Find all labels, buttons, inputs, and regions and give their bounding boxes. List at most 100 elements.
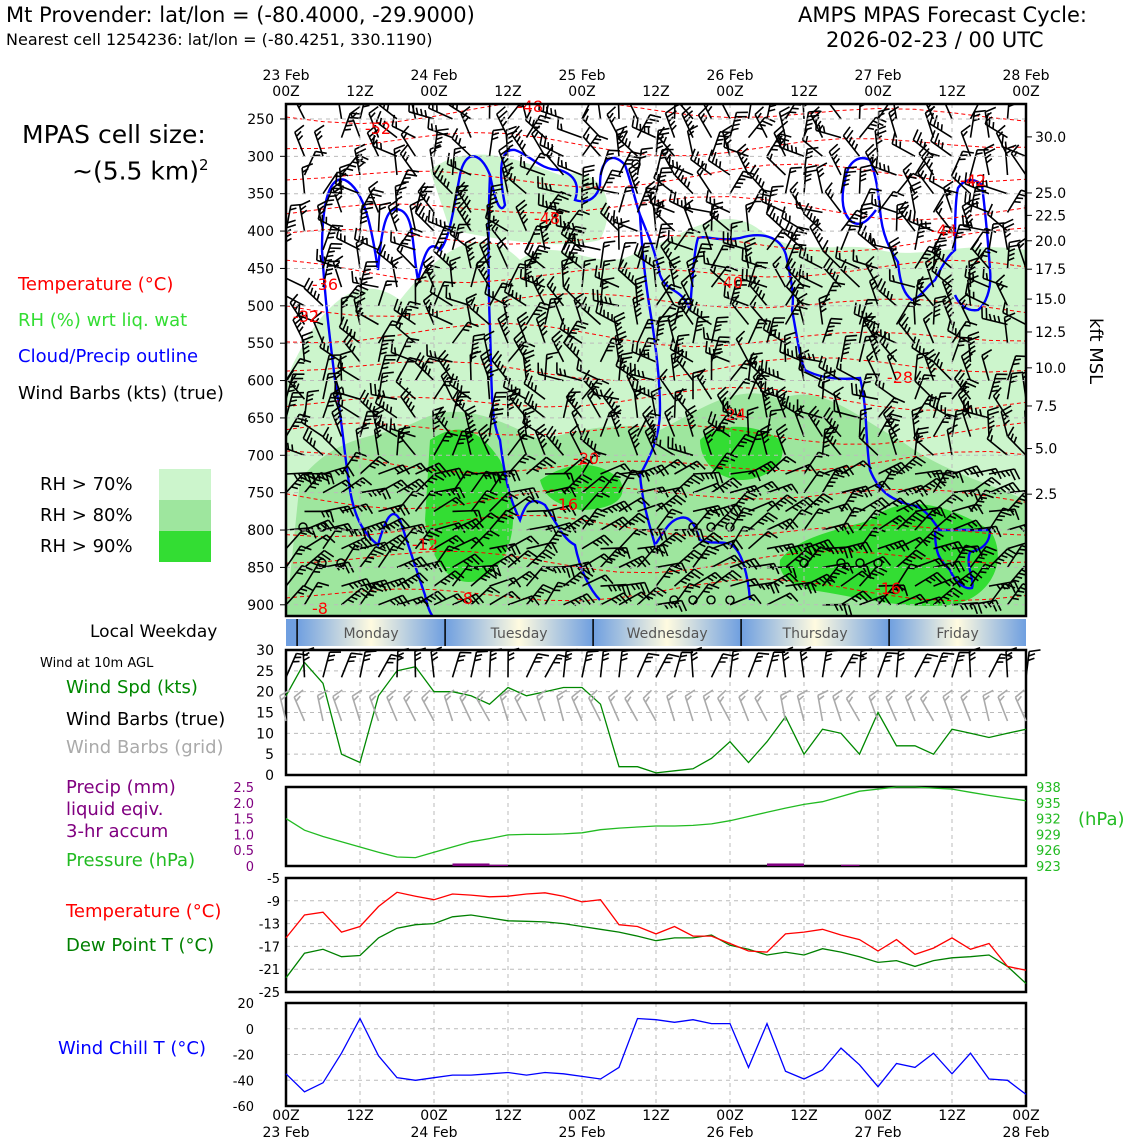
weekday-segment xyxy=(741,619,890,646)
wind-barb-true xyxy=(821,649,838,678)
wind-barb xyxy=(822,603,853,616)
wind-barb xyxy=(729,594,762,606)
wind-barb xyxy=(729,279,749,307)
wind-barb xyxy=(636,547,666,568)
wind-barb xyxy=(840,166,857,194)
wind-barb xyxy=(507,104,528,120)
wind-barb-true xyxy=(562,648,578,678)
wind-barb-grid xyxy=(817,689,829,722)
wind-barb xyxy=(592,288,620,307)
temperature-contour-label: -16 xyxy=(552,495,578,514)
wind-barb xyxy=(488,509,518,531)
wind-barb xyxy=(667,436,694,457)
wind-barb xyxy=(378,479,410,494)
wind-barb xyxy=(657,126,676,157)
wind-barb xyxy=(417,182,435,213)
wind-barb xyxy=(579,428,602,456)
wind-barb xyxy=(729,220,743,250)
wind-barb-true xyxy=(507,647,520,678)
pressure-tick-label: 550 xyxy=(247,336,274,352)
wind-barb xyxy=(775,386,788,419)
temperature-contour-label: -32 xyxy=(293,307,319,326)
wind-barb xyxy=(581,164,595,194)
wind-barb xyxy=(304,472,335,485)
wind-barb xyxy=(322,526,349,550)
wind-barb xyxy=(840,224,863,251)
wind-barb xyxy=(618,469,644,494)
wind-barb xyxy=(655,564,683,587)
wind-barb xyxy=(469,350,482,381)
wind-barb xyxy=(359,582,386,606)
wind-barb xyxy=(376,241,398,270)
wind-barb-true xyxy=(951,651,971,678)
calm-circle xyxy=(688,595,698,605)
temperature-label: Temperature (°C) xyxy=(66,901,222,922)
windchill-line xyxy=(285,1017,1027,1095)
precip-tick-label: 0.5 xyxy=(233,844,254,859)
weekday-label: Tuesday xyxy=(490,626,548,642)
wind-barb-grid xyxy=(403,689,417,722)
wind-barb xyxy=(951,519,984,531)
wind-barb xyxy=(501,162,514,194)
wind-barb xyxy=(932,494,964,513)
wind-barb xyxy=(387,199,400,232)
wind-barb xyxy=(942,180,954,213)
wind-barb xyxy=(711,477,743,494)
top-axis-day-label: 25 Feb xyxy=(558,68,605,84)
wind-barb xyxy=(924,105,936,138)
wind-barb xyxy=(858,315,876,344)
wind-barb xyxy=(858,509,887,531)
wind-barbs-grid-label: Wind Barbs (grid) xyxy=(66,737,224,758)
wind-barb xyxy=(840,488,866,512)
wind-barb xyxy=(745,200,757,232)
wind-barb xyxy=(582,126,602,157)
wind-barb xyxy=(784,301,811,325)
wind-barb-true xyxy=(599,648,615,678)
wind-barb xyxy=(451,391,470,419)
temperature-contour-label: -48 xyxy=(517,97,543,116)
height-tick-label: 5.0 xyxy=(1035,442,1057,458)
wind-barb xyxy=(1006,544,1026,568)
wind-barb xyxy=(988,373,1008,400)
pressure-tick-label: 850 xyxy=(247,560,274,576)
top-axis-day-label: 24 Feb xyxy=(410,68,457,84)
wind-barb xyxy=(928,393,953,419)
wind-barb xyxy=(686,124,699,157)
wind-barb xyxy=(299,199,311,232)
wind-barb xyxy=(766,317,786,344)
wind-barb xyxy=(929,112,953,139)
wind-barb xyxy=(562,473,593,494)
wind-barb xyxy=(292,311,306,344)
wind-barb xyxy=(546,275,565,307)
wind-barb xyxy=(673,104,682,119)
wind-barb xyxy=(710,316,729,344)
wind-barb xyxy=(535,311,548,344)
precip-liquid-label: liquid eqiv. xyxy=(66,799,164,820)
precip-bar xyxy=(841,864,860,866)
wind-barb xyxy=(341,477,373,494)
top-axis-day-label: 27 Feb xyxy=(854,68,901,84)
top-axis-day-label: 23 Feb xyxy=(262,68,309,84)
wind-barb xyxy=(895,456,926,475)
wind-barb xyxy=(377,545,405,568)
wind-barb xyxy=(677,293,694,325)
wind-barb xyxy=(766,146,787,176)
temperature-panel: -5 -9 -13 -17 -21 -25 xyxy=(259,872,1028,1001)
wind-barb xyxy=(988,468,1021,481)
wind-barb xyxy=(1025,510,1026,512)
wind-barb xyxy=(396,239,417,269)
wind-barb xyxy=(898,313,916,344)
pressure-tick-label: 923 xyxy=(1036,860,1061,875)
wind-barb-grid xyxy=(942,689,953,722)
top-axis-hour-label: 12Z xyxy=(642,84,669,100)
wind-barb xyxy=(858,426,879,456)
wind-barb-true xyxy=(877,652,899,678)
wind-barb xyxy=(839,258,861,288)
chill-tick-label: -60 xyxy=(233,1100,254,1115)
wind-barb xyxy=(452,553,484,569)
wind-barb xyxy=(427,117,453,139)
wind-barb xyxy=(286,564,313,587)
bottom-axis-day-label: 23 Feb xyxy=(262,1125,309,1140)
wind-barb-grid xyxy=(868,689,879,722)
wind-barb xyxy=(396,572,429,587)
